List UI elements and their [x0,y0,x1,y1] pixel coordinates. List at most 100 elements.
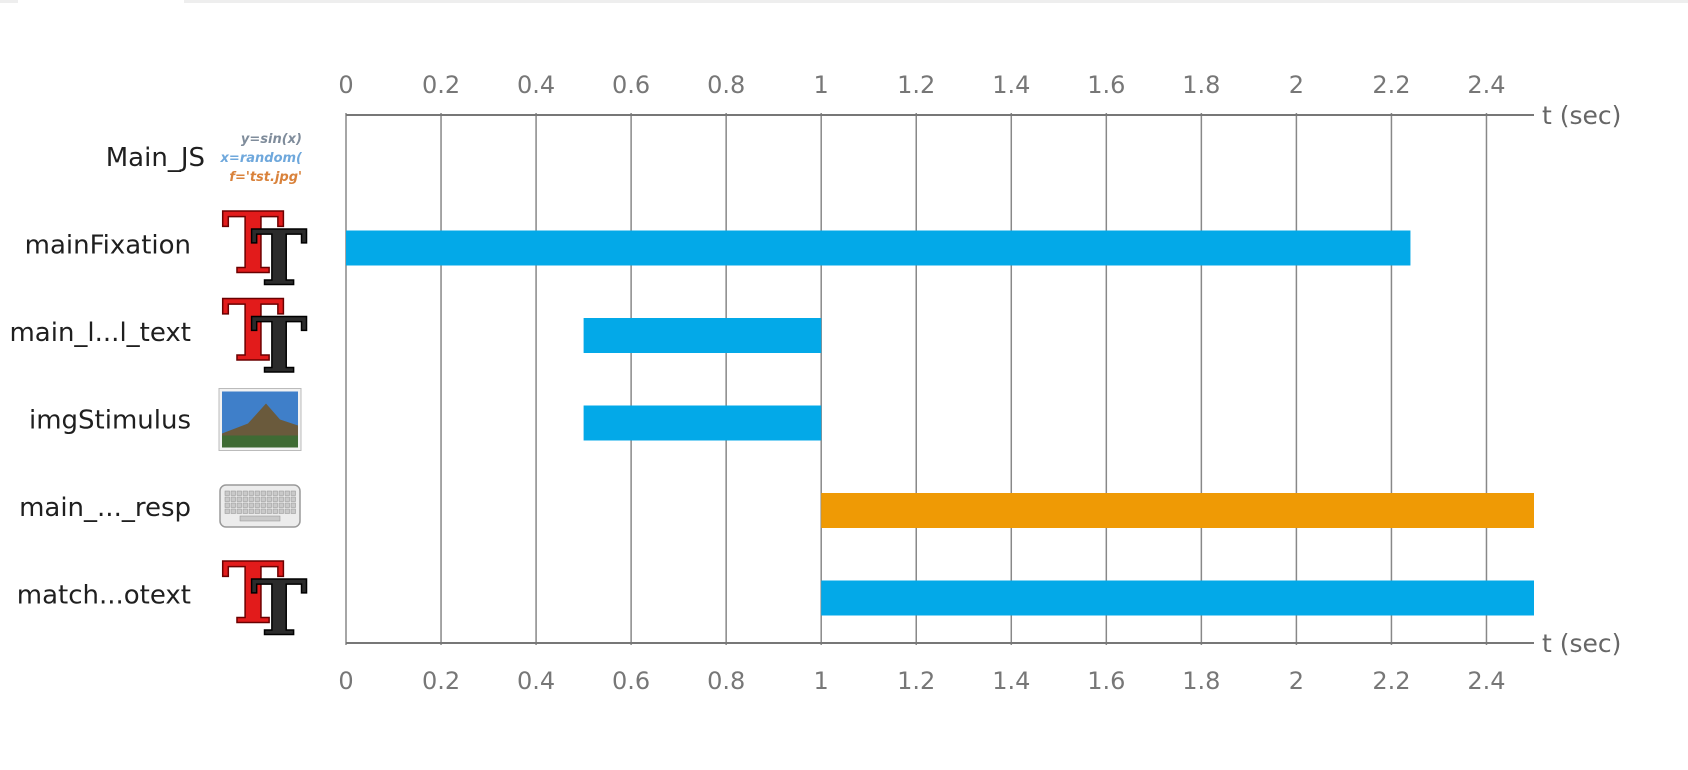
top-tick-label: 0.6 [612,71,650,99]
keyboard-key [278,502,284,508]
component-label: match...otext [17,581,191,611]
keyboard-key [266,490,272,496]
keyboard-key [224,490,230,496]
text-stim-icon: TT [221,543,308,654]
component-bar-main_l...l_text[interactable] [583,318,822,353]
component-bar-match...otext[interactable] [821,580,1534,616]
keyboard-key [230,496,236,502]
keyboard-key [284,502,290,508]
text-stim-black-t: T [251,214,308,303]
top-tick-label: 2.4 [1467,71,1505,99]
keyboard-key [290,496,296,502]
component-bar-main_..._resp[interactable] [821,493,1534,528]
keyboard-key [224,508,230,514]
text-stim-red-t: T [222,194,285,293]
keyboard-key [254,496,260,502]
code-snippet-line-1: y=sin(x) [241,132,302,147]
code-snippet-line-3: f='tst.jpg' [229,170,302,185]
top-tick-label: 1 [814,71,829,99]
keyboard-key [284,496,290,502]
keyboard-key [254,502,260,508]
bottom-tick-label: 0.8 [707,667,745,695]
keyboard-key [236,496,242,502]
top-tick-label: 0.4 [517,71,555,99]
text-stim-black-t: T [251,301,308,390]
text-stim-red-t: T [222,281,285,380]
keyboard-key [260,490,266,496]
component-label: mainFixation [25,231,191,261]
text-stim-black-t: T [251,564,308,653]
bottom-tick-label: 2.2 [1372,667,1410,695]
keyboard-key [224,502,230,508]
keyboard-key [266,508,272,514]
top-tick-label: 1.8 [1182,71,1220,99]
keyboard-key [248,496,254,502]
component-bar-imgStimulus[interactable] [583,405,822,441]
component-row-main_l...l_text[interactable]: main_l...l_text TT [9,280,822,391]
keyboard-key [242,496,248,502]
component-label: Main_JS [106,143,205,173]
component-bar-mainFixation[interactable] [346,230,1411,266]
bottom-tick-label: 0.2 [422,667,460,695]
top-axis-label: t (sec) [1542,101,1621,130]
keyboard-key [230,502,236,508]
component-row-match...otext[interactable]: match...otext TT [17,543,1534,654]
keyboard-key [266,496,272,502]
keyboard-spacebar [239,515,281,522]
code-icon: y=sin(x) x=random(f='tst.jpg' [220,132,303,185]
keyboard-key [224,496,230,502]
component-label: main_l...l_text [9,318,191,348]
image-icon [218,388,302,451]
component-label: imgStimulus [29,406,191,436]
bottom-tick-label: 0 [338,667,353,695]
keyboard-key [272,502,278,508]
bottom-tick-label: 1.8 [1182,667,1220,695]
top-tick-label: 1.4 [992,71,1030,99]
keyboard-key [230,508,236,514]
keyboard-key [236,508,242,514]
keyboard-key [242,490,248,496]
keyboard-key [266,502,272,508]
component-row-imgStimulus[interactable]: imgStimulus [29,388,822,451]
keyboard-key [242,508,248,514]
keyboard-key [284,490,290,496]
bottom-tick-label: 0.4 [517,667,555,695]
bottom-tick-label: 2 [1289,667,1304,695]
bottom-tick-label: 1.6 [1087,667,1125,695]
text-stim-red-t: T [222,544,285,643]
top-tick-label: 1.6 [1087,71,1125,99]
text-stim-icon: TT [221,193,308,304]
keyboard-key [248,502,254,508]
keyboard-key [278,508,284,514]
keyboard-key [236,502,242,508]
top-tick-label: 2.2 [1372,71,1410,99]
keyboard-key [236,490,242,496]
keyboard-key [272,490,278,496]
bottom-axis-label: t (sec) [1542,629,1621,658]
bottom-tick-label: 1 [814,667,829,695]
top-border [0,0,1688,3]
top-tick-label: 0 [338,71,353,99]
component-row-main_..._resp[interactable]: main_..._resp [19,484,1534,528]
component-row-mainFixation[interactable]: mainFixation TT [25,193,1411,304]
keyboard-key [260,508,266,514]
top-tick-label: 2 [1289,71,1304,99]
text-stim-icon: TT [221,280,308,391]
keyboard-key [290,502,296,508]
keyboard-key [290,508,296,514]
top-tick-label: 1.2 [897,71,935,99]
image-ground [222,435,298,448]
component-label: main_..._resp [19,493,191,523]
bottom-tick-label: 1.2 [897,667,935,695]
keyboard-key [254,490,260,496]
top-tick-label: 0.2 [422,71,460,99]
bottom-tick-label: 2.4 [1467,667,1505,695]
keyboard-key [230,490,236,496]
keyboard-key [260,502,266,508]
keyboard-key [272,508,278,514]
component-row-Main_JS[interactable]: Main_JS y=sin(x) x=random(f='tst.jpg' [106,132,303,185]
active-tab-gap [18,0,184,3]
keyboard-key [278,496,284,502]
